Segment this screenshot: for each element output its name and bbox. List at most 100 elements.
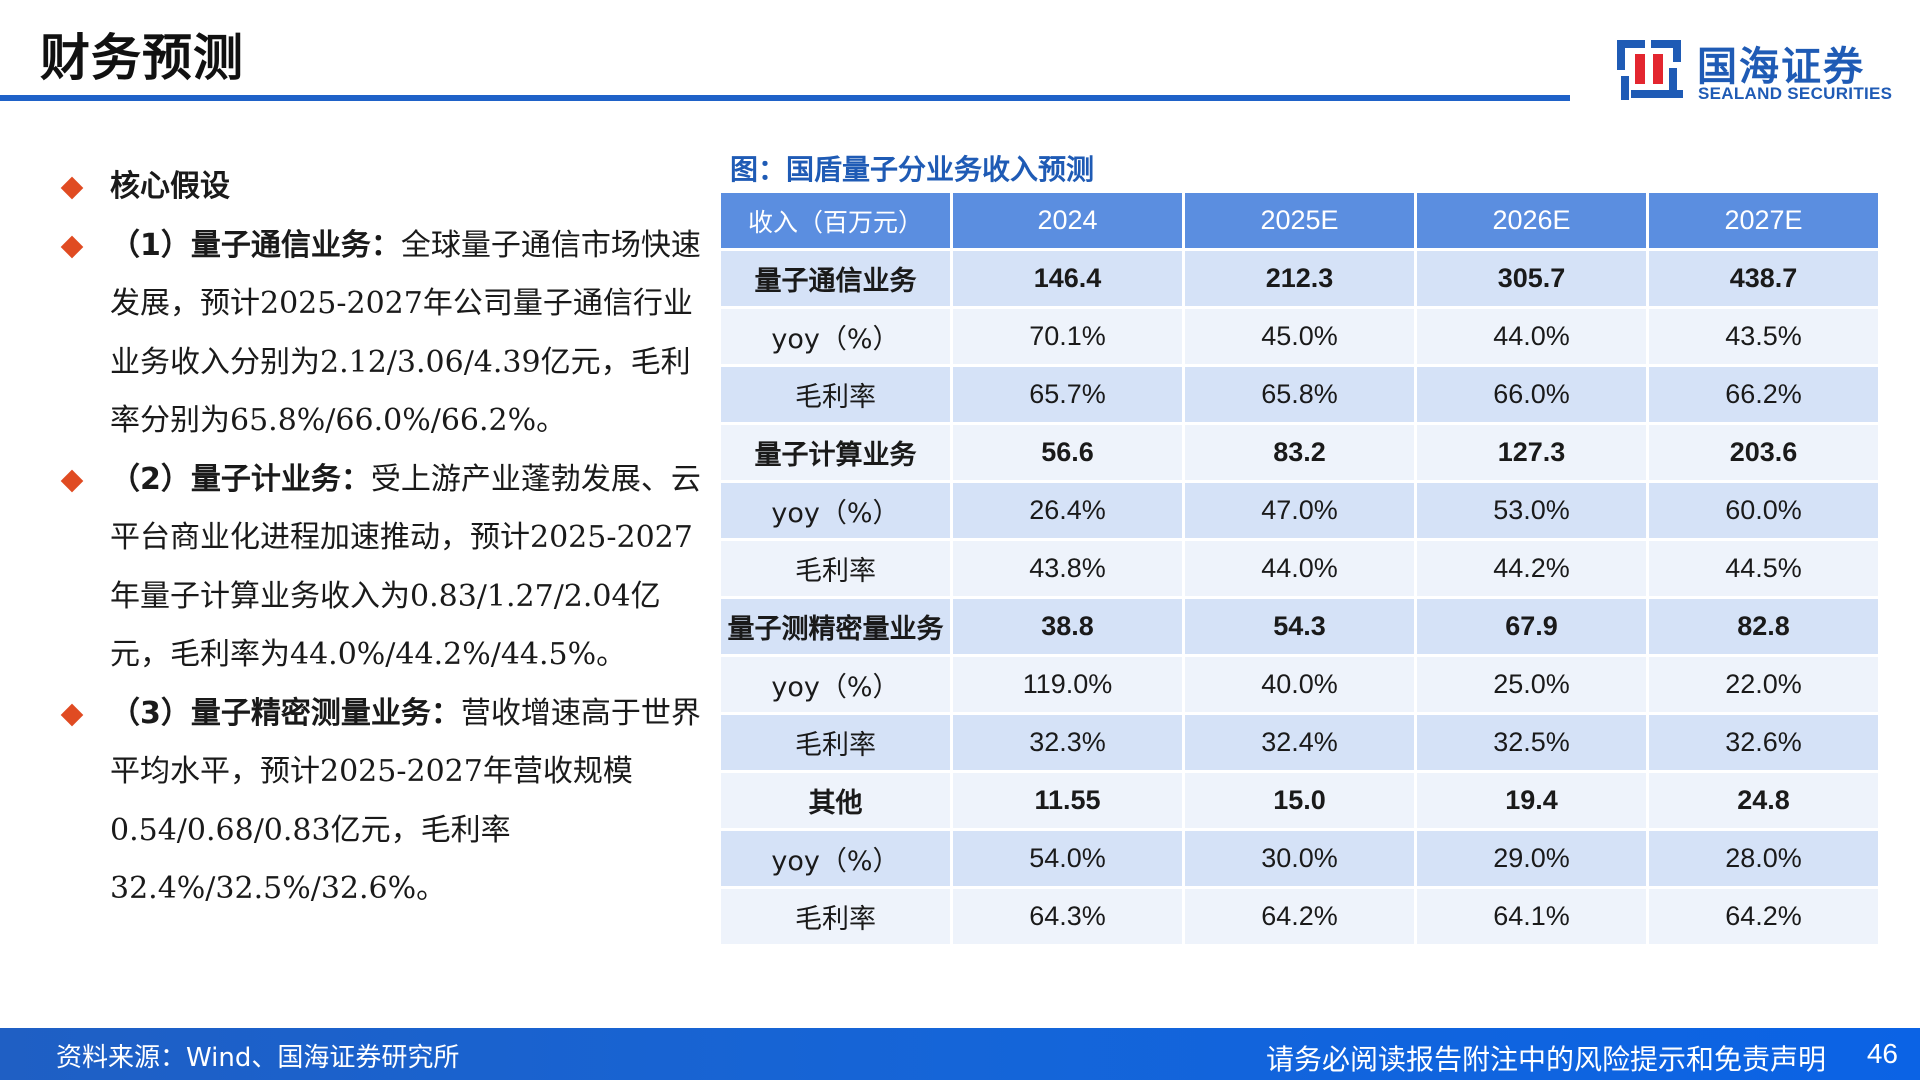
table-cell: 32.5% xyxy=(1417,715,1646,770)
footer-bar: 资料来源：Wind、国海证券研究所 请务必阅读报告附注中的风险提示和免责声明 4… xyxy=(0,1028,1920,1080)
table-cell: 54.0% xyxy=(953,831,1182,886)
assumption-list: 核心假设 （1）量子通信业务：全球量子通信市场快速发展，预计2025-2027年… xyxy=(58,158,708,919)
title-rule xyxy=(0,95,1570,101)
bullet-quantum-computing: （2）量子计业务：受上游产业蓬勃发展、云平台商业化进程加速推动，预计2025-2… xyxy=(58,451,708,685)
table-cell: 26.4% xyxy=(953,483,1182,538)
column-header: 2027E xyxy=(1649,193,1878,248)
row-label: 毛利率 xyxy=(721,367,950,422)
table-cell: 22.0% xyxy=(1649,657,1878,712)
bullet-lead: （2）量子计业务： xyxy=(110,461,371,497)
table-cell: 82.8 xyxy=(1649,599,1878,654)
bullet-lead: 核心假设 xyxy=(110,169,230,204)
table-cell: 25.0% xyxy=(1417,657,1646,712)
table-cell: 11.55 xyxy=(953,773,1182,828)
diamond-bullet-icon xyxy=(60,703,84,726)
table-cell: 28.0% xyxy=(1649,831,1878,886)
row-label: 量子测精密量业务 xyxy=(721,599,950,654)
diamond-bullet-icon xyxy=(60,176,84,200)
table-row: 毛利率 64.3% 64.2% 64.1% 64.2% xyxy=(721,889,1878,944)
table-cell: 40.0% xyxy=(1185,657,1414,712)
table-cell: 15.0 xyxy=(1185,773,1414,828)
table-cell: 212.3 xyxy=(1185,251,1414,306)
row-label: yoy（%） xyxy=(721,657,950,712)
bullet-quantum-communication: （1）量子通信业务：全球量子通信市场快速发展，预计2025-2027年公司量子通… xyxy=(58,217,708,451)
row-label: 毛利率 xyxy=(721,889,950,944)
table-cell: 30.0% xyxy=(1185,831,1414,886)
table-cell: 44.0% xyxy=(1417,309,1646,364)
table-cell: 56.6 xyxy=(953,425,1182,480)
column-header: 2025E xyxy=(1185,193,1414,248)
sealand-logo-icon xyxy=(1617,40,1683,100)
row-label: yoy（%） xyxy=(721,831,950,886)
column-header: 收入（百万元） xyxy=(721,193,950,248)
table-cell: 43.8% xyxy=(953,541,1182,596)
bullet-lead: （1）量子通信业务： xyxy=(110,227,401,263)
diamond-bullet-icon xyxy=(60,469,84,492)
table-cell: 64.2% xyxy=(1185,889,1414,944)
row-label: 毛利率 xyxy=(721,541,950,596)
table-row: yoy（%） 70.1% 45.0% 44.0% 43.5% xyxy=(721,309,1878,364)
figure-title: 图：国盾量子分业务收入预测 xyxy=(730,153,1095,186)
company-logo: 国海证券 SEALAND SECURITIES xyxy=(1615,32,1895,112)
table-cell: 38.8 xyxy=(953,599,1182,654)
table-cell: 29.0% xyxy=(1417,831,1646,886)
bullet-lead: （3）量子精密测量业务： xyxy=(110,695,461,731)
row-label: yoy（%） xyxy=(721,309,950,364)
row-label: 毛利率 xyxy=(721,715,950,770)
table-cell: 47.0% xyxy=(1185,483,1414,538)
table-cell: 60.0% xyxy=(1649,483,1878,538)
logo-english-name: SEALAND SECURITIES xyxy=(1698,84,1893,103)
bullet-core-assumption: 核心假设 xyxy=(58,158,708,217)
page-number: 46 xyxy=(1866,1038,1898,1069)
table-cell: 64.1% xyxy=(1417,889,1646,944)
table-row: 量子通信业务 146.4 212.3 305.7 438.7 xyxy=(721,251,1878,306)
table-cell: 305.7 xyxy=(1417,251,1646,306)
table-header-row: 收入（百万元） 2024 2025E 2026E 2027E xyxy=(721,193,1878,248)
table-row: 毛利率 43.8% 44.0% 44.2% 44.5% xyxy=(721,541,1878,596)
table-cell: 43.5% xyxy=(1649,309,1878,364)
table-cell: 70.1% xyxy=(953,309,1182,364)
row-label: 量子计算业务 xyxy=(721,425,950,480)
table-row: 毛利率 32.3% 32.4% 32.5% 32.6% xyxy=(721,715,1878,770)
table-cell: 127.3 xyxy=(1417,425,1646,480)
row-label: 量子通信业务 xyxy=(721,251,950,306)
logo-chinese-name: 国海证券 xyxy=(1697,44,1865,90)
revenue-forecast-table: 收入（百万元） 2024 2025E 2026E 2027E 量子通信业务 14… xyxy=(718,190,1881,947)
table-cell: 54.3 xyxy=(1185,599,1414,654)
diamond-bullet-icon xyxy=(60,235,84,258)
table-cell: 19.4 xyxy=(1417,773,1646,828)
table-cell: 64.3% xyxy=(953,889,1182,944)
table-cell: 24.8 xyxy=(1649,773,1878,828)
table-row: yoy（%） 119.0% 40.0% 25.0% 22.0% xyxy=(721,657,1878,712)
table-cell: 44.0% xyxy=(1185,541,1414,596)
table-cell: 65.7% xyxy=(953,367,1182,422)
column-header: 2026E xyxy=(1417,193,1646,248)
bullet-body: 受上游产业蓬勃发展、云平台商业化进程加速推动，预计2025-2027年量子计算业… xyxy=(110,461,701,673)
table-row: 毛利率 65.7% 65.8% 66.0% 66.2% xyxy=(721,367,1878,422)
table-cell: 45.0% xyxy=(1185,309,1414,364)
table-row: 其他 11.55 15.0 19.4 24.8 xyxy=(721,773,1878,828)
bullet-body: 营收增速高于世界平均水平，预计2025-2027年营收规模0.54/0.68/0… xyxy=(110,695,701,907)
column-header: 2024 xyxy=(953,193,1182,248)
table-cell: 53.0% xyxy=(1417,483,1646,538)
table-cell: 65.8% xyxy=(1185,367,1414,422)
table-cell: 66.2% xyxy=(1649,367,1878,422)
table-cell: 119.0% xyxy=(953,657,1182,712)
table-cell: 83.2 xyxy=(1185,425,1414,480)
table-cell: 67.9 xyxy=(1417,599,1646,654)
table-cell: 66.0% xyxy=(1417,367,1646,422)
table-row: 量子计算业务 56.6 83.2 127.3 203.6 xyxy=(721,425,1878,480)
table-cell: 203.6 xyxy=(1649,425,1878,480)
table-row: yoy（%） 26.4% 47.0% 53.0% 60.0% xyxy=(721,483,1878,538)
table-cell: 438.7 xyxy=(1649,251,1878,306)
table-cell: 32.3% xyxy=(953,715,1182,770)
disclaimer: 请务必阅读报告附注中的风险提示和免责声明 xyxy=(1265,1043,1826,1076)
page-title: 财务预测 xyxy=(40,29,244,87)
bullet-body: 全球量子通信市场快速发展，预计2025-2027年公司量子通信行业业务收入分别为… xyxy=(110,227,701,439)
table-row: 量子测精密量业务 38.8 54.3 67.9 82.8 xyxy=(721,599,1878,654)
table-cell: 64.2% xyxy=(1649,889,1878,944)
row-label: 其他 xyxy=(721,773,950,828)
table-cell: 44.2% xyxy=(1417,541,1646,596)
row-label: yoy（%） xyxy=(721,483,950,538)
data-source: 资料来源：Wind、国海证券研究所 xyxy=(56,1043,460,1073)
